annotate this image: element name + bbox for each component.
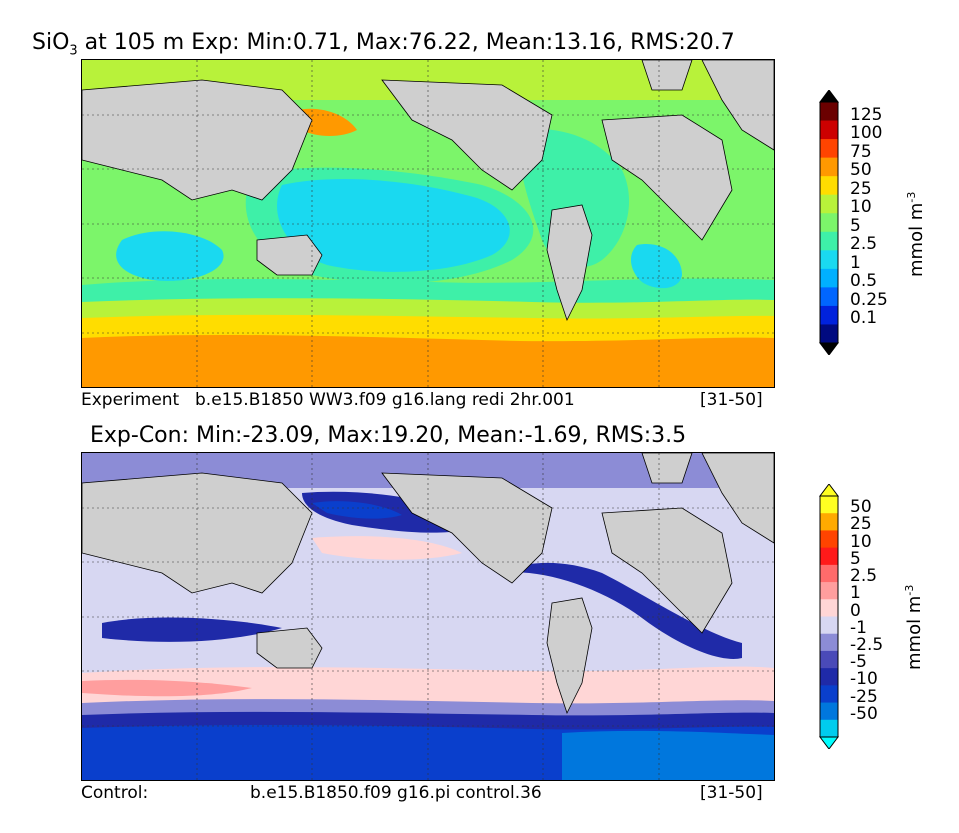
colorbar1-tick-label: 25 (850, 178, 872, 199)
colorbar2-swatch (820, 633, 838, 652)
colorbar1-swatch (820, 139, 838, 159)
colorbar1-swatch (820, 250, 838, 270)
colorbar2-tick-label: 25 (850, 514, 872, 535)
panel1-colorbar-unit-text: mmol m (906, 202, 927, 277)
panel1-title: SiO3 at 105 m Exp: Min:0.71, Max:76.22, … (32, 30, 735, 58)
colorbar2-swatch (820, 668, 838, 686)
colorbar1-swatch (820, 120, 838, 140)
panel2-map (81, 452, 775, 781)
colorbar1-swatch (820, 102, 838, 122)
sio3-atlantic-south-1 (630, 244, 682, 289)
panel1-colorbar-unit-exp: -3 (905, 191, 918, 203)
panel2-title: Exp-Con: Min:-23.09, Max:19.20, Mean:-1.… (90, 423, 687, 448)
colorbar1-tick-label: 0.25 (850, 289, 888, 310)
colorbar1-swatch (820, 287, 838, 307)
colorbar1-tick-label: 75 (850, 141, 872, 162)
colorbar1-swatch (820, 157, 838, 177)
panel1-title-rest: at 105 m Exp: Min:0.71, Max:76.22, Mean:… (77, 30, 735, 55)
panel2-colorbar (819, 484, 839, 749)
colorbar2-swatch (820, 719, 838, 738)
colorbar2-swatch (820, 702, 838, 721)
colorbar1-tick-label: 5 (850, 215, 861, 236)
diff-np-neg10 (312, 501, 402, 519)
colorbar1-swatch (820, 305, 838, 325)
panel1-field-svg (82, 60, 774, 387)
colorbar2-tick-label: -2.5 (850, 634, 884, 655)
colorbar1-tick-label: 1 (850, 252, 861, 273)
colorbar1-tick-label: 50 (850, 160, 872, 181)
colorbar1-extend-top (819, 90, 839, 103)
panel2-caption-left: Control: (81, 783, 149, 803)
colorbar1-tick-label: 0.1 (850, 308, 878, 329)
panel1-caption-left: Experiment (81, 390, 180, 410)
colorbar2-tick-label: -1 (850, 617, 867, 638)
sio3-pacific-1 (277, 179, 510, 272)
colorbar1-swatch (820, 213, 838, 233)
colorbar1-frame (819, 101, 839, 344)
colorbar1-swatch (820, 176, 838, 196)
colorbar1-extend-bottom (819, 342, 839, 355)
colorbar2-swatch (820, 616, 838, 635)
colorbar2-tick-label: 2.5 (850, 566, 878, 587)
panel1-caption-center: b.e15.B1850 WW3.f09 g16.lang redi 2hr.00… (195, 390, 575, 410)
colorbar2-tick-label: 0 (850, 600, 861, 621)
colorbar1-tick-label: 100 (850, 123, 883, 144)
colorbar2-swatch (820, 547, 838, 566)
colorbar2-swatch (820, 582, 838, 600)
colorbar2-tick-label: 50 (850, 497, 872, 518)
panel2-caption-right: [31-50] (700, 783, 763, 803)
colorbar2-swatch (820, 496, 838, 514)
colorbar1-tick-label: 10 (850, 197, 872, 218)
colorbar2-tick-label: -10 (850, 669, 878, 690)
panel2-colorbar-unit-text: mmol m (904, 595, 925, 670)
panel1-map (81, 59, 775, 388)
colorbar2-tick-label: 10 (850, 531, 872, 552)
colorbar1-swatch (820, 194, 838, 214)
colorbar1-swatch (820, 324, 838, 344)
panel1-title-prefix: SiO (32, 30, 70, 55)
colorbar2-swatch (820, 564, 838, 583)
colorbar1-swatch (820, 231, 838, 251)
colorbar2-extend-bottom (819, 736, 839, 749)
colorbar2-swatch (820, 530, 838, 549)
panel1-colorbar (819, 90, 839, 355)
panel1-title-subscript: 3 (69, 43, 78, 59)
diff-atlantic-neg5 (502, 562, 742, 659)
sio3-atlantic-2-5 (519, 129, 630, 268)
colorbar2-frame (819, 495, 839, 738)
diff-pacific-pos (312, 536, 462, 560)
colorbar2-tick-label: 5 (850, 548, 861, 569)
colorbar2-swatch (820, 650, 838, 669)
graticule-2 (82, 453, 774, 780)
panel2-caption-center: b.e15.B1850.f09 g16.pi control.36 (250, 783, 542, 803)
diff-indian-neg5 (102, 617, 282, 642)
colorbar2-tick-label: -25 (850, 686, 878, 707)
land-masses (82, 60, 774, 322)
colorbar2-swatch (820, 685, 838, 704)
diff-southern-1-2-5 (82, 679, 252, 697)
panel2-colorbar-unit: mmol m-3 (903, 585, 925, 670)
sio3-indian-1 (116, 231, 224, 281)
colorbar2-swatch (820, 513, 838, 531)
colorbar2-extend-top (819, 484, 839, 497)
panel1-caption-right: [31-50] (700, 390, 763, 410)
panel2-colorbar-unit-exp: -3 (903, 584, 916, 596)
colorbar2-tick-label: -50 (850, 703, 878, 724)
panel1-colorbar-unit: mmol m-3 (905, 192, 927, 277)
colorbar1-tick-label: 2.5 (850, 234, 878, 255)
diff-southern-neg25 (562, 730, 774, 780)
colorbar2-swatch (820, 599, 838, 617)
colorbar1-swatch (820, 268, 838, 288)
colorbar1-tick-label: 0.5 (850, 271, 878, 292)
colorbar1-tick-label: 125 (850, 104, 883, 125)
panel2-field-svg (82, 453, 774, 780)
colorbar2-tick-label: -5 (850, 652, 867, 673)
graticule (82, 60, 774, 387)
colorbar2-tick-label: 1 (850, 583, 861, 604)
